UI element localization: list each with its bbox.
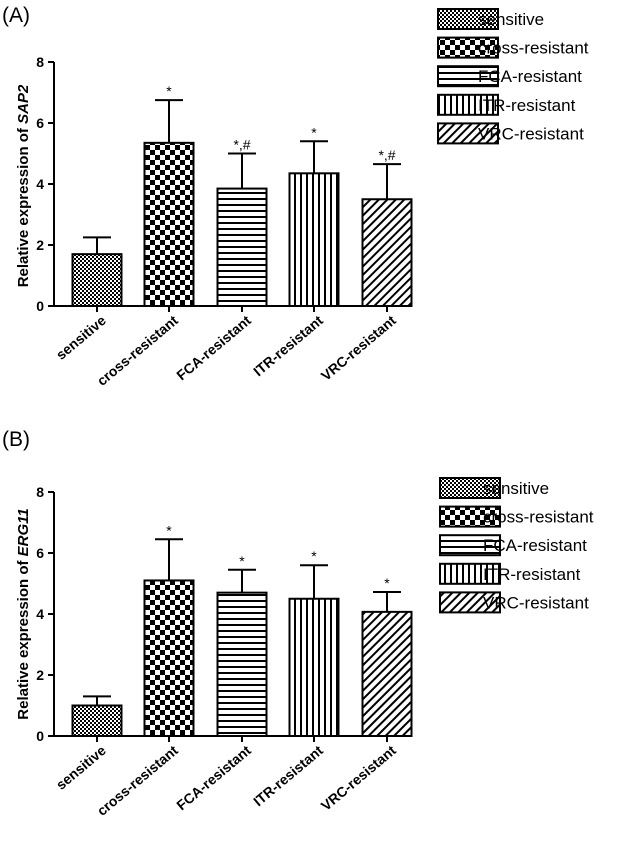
panel-b-significance-cross-resistant: *	[166, 522, 172, 538]
panel-a-legend-label-fca-resistant: FCA-resistant	[478, 67, 582, 86]
panel-a-ylabel-gene: SAP2	[15, 84, 32, 124]
panel-a: (A) Relative expression of SAP2 0 2 4 6 8 sen…	[2, 4, 589, 389]
panel-b-xtick-label-fca-resistant: FCA-resistant	[173, 742, 254, 813]
panel-a-legend-swatch-sensitive	[437, 8, 499, 30]
panel-b-ylabel-prefix: Relative expression of	[15, 556, 32, 719]
panel-b-xtick-label-itr-resistant: ITR-resistant	[250, 742, 326, 809]
panel-a-ytick-label: 0	[36, 298, 44, 314]
panel-b-legend-swatch-sensitive	[439, 477, 501, 499]
panel-a-legend-swatch-itr-resistant	[437, 93, 499, 116]
panel-b-label: (B)	[2, 428, 30, 451]
panel-a-legend-swatch-fca-resistant	[437, 65, 499, 88]
panel-b-bar-sensitive	[71, 704, 123, 737]
panel-b-bar-itr-resistant	[288, 597, 340, 737]
panel-b-ytick-label: 4	[36, 606, 44, 622]
panel-a-label: (A)	[2, 4, 30, 27]
panel-b-legend-swatch-itr-resistant	[439, 562, 501, 585]
panel-a-bar-sensitive	[71, 253, 123, 307]
panel-a-significance-fca-resistant: *,#	[233, 137, 250, 153]
panel-b-ylabel-gene: ERG11	[15, 508, 32, 556]
panel-a-legend-label-sensitive: sensitive	[478, 10, 544, 29]
panel-b-ytick-label: 8	[36, 484, 44, 500]
panel-b-xtick-label-vrc-resistant: VRC-resistant	[318, 742, 399, 814]
panel-a-bar-cross-resistant	[143, 141, 195, 307]
panel-a-xtick-label-sensitive: sensitive	[53, 312, 109, 363]
panel-a-significance-vrc-resistant: *,#	[378, 147, 395, 163]
panel-b-plot: 02468sensitivecross-resistant*FCA-resist…	[36, 484, 413, 819]
panel-b-legend: sensitive cross-resistant FCA-resistant ITR…	[439, 477, 594, 614]
panel-b-ytick-label: 0	[36, 728, 44, 744]
panel-a-legend-swatch-cross-resistant	[437, 36, 499, 59]
panel-b-legend-label-fca-resistant: FCA-resistant	[483, 536, 587, 555]
panel-b-legend-swatch-cross-resistant	[439, 505, 501, 528]
panel-b-ytick-label: 2	[36, 667, 44, 683]
panel-a-ylabel: Relative expression of SAP2	[15, 84, 32, 287]
panel-b-legend-swatch-vrc-resistant	[439, 591, 501, 614]
panel-b-legend-label-itr-resistant: ITR-resistant	[483, 565, 581, 584]
panel-a-legend-label-cross-resistant: cross-resistant	[478, 39, 589, 58]
panel-b-legend-label-cross-resistant: cross-resistant	[483, 508, 594, 527]
panel-a-xtick-label-itr-resistant: ITR-resistant	[250, 312, 326, 379]
panel-a-ytick-label: 4	[36, 176, 44, 192]
panel-a-significance-cross-resistant: *	[166, 83, 172, 99]
panel-b-ytick-label: 6	[36, 545, 44, 561]
panel-a-legend-swatch-vrc-resistant	[437, 122, 499, 145]
panel-b-legend-label-sensitive: sensitive	[483, 479, 549, 498]
panel-a-bar-vrc-resistant	[361, 198, 413, 307]
panel-a-significance-itr-resistant: *	[311, 124, 317, 140]
panel-b-bar-vrc-resistant	[361, 610, 413, 737]
panel-b-legend-swatch-fca-resistant	[439, 534, 501, 557]
panel-a-ytick-label: 6	[36, 115, 44, 131]
panel-b-bar-cross-resistant	[143, 579, 195, 738]
panel-a-bar-fca-resistant	[216, 187, 268, 307]
panel-a-ylabel-prefix: Relative expression of	[15, 124, 32, 287]
panel-a-ytick-label: 8	[36, 54, 44, 70]
panel-b-bar-fca-resistant	[216, 591, 268, 738]
panel-a-plot: 02468sensitivecross-resistant*FCA-resist…	[36, 54, 413, 389]
panel-b-xtick-label-sensitive: sensitive	[53, 742, 109, 793]
panel-a-legend-label-itr-resistant: ITR-resistant	[478, 96, 576, 115]
panel-b-legend-label-vrc-resistant: VRC-resistant	[483, 593, 589, 612]
panel-b-significance-vrc-resistant: *	[384, 575, 390, 591]
panel-a-legend-label-vrc-resistant: VRC-resistant	[478, 124, 584, 143]
panel-a-legend: sensitive cross-resistant FCA-resistant ITR…	[437, 8, 589, 145]
panel-a-xtick-label-fca-resistant: FCA-resistant	[173, 312, 254, 383]
panel-b-significance-fca-resistant: *	[239, 553, 245, 569]
panel-b-significance-itr-resistant: *	[311, 548, 317, 564]
panel-a-ytick-label: 2	[36, 237, 44, 253]
panel-a-bar-itr-resistant	[288, 172, 340, 307]
panel-b: (B) Relative expression of ERG11 0 2 4 6 8 se…	[2, 428, 594, 819]
panel-b-ylabel: Relative expression of ERG11	[15, 508, 32, 719]
panel-a-xtick-label-vrc-resistant: VRC-resistant	[318, 312, 399, 384]
